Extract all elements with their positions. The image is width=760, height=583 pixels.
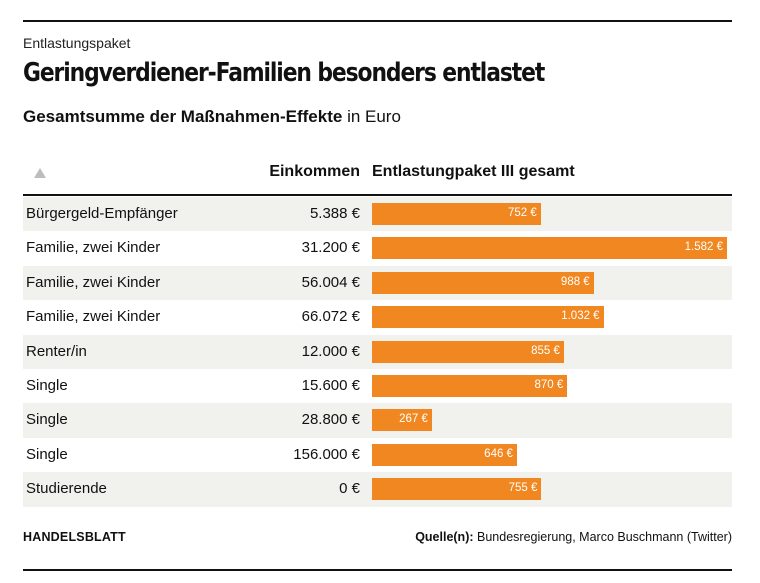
table-row: Single 28.800 € 267 € [23, 403, 732, 438]
row-label: Bürgergeld-Empfänger [26, 205, 178, 222]
bottom-rule [23, 569, 732, 571]
bar-track: 988 € [372, 271, 727, 294]
bar-track: 870 € [372, 374, 727, 397]
row-label: Studierende [26, 480, 107, 498]
subtitle-bold: Gesamtsumme der Maßnahmen-Effekte [23, 107, 343, 126]
row-income: 12.000 € [301, 342, 360, 360]
table-row: Familie, zwei Kinder 56.004 € 988 € [23, 265, 732, 301]
bar: 988 € [372, 271, 594, 294]
bar-track: 1.032 € [372, 306, 727, 329]
bar: 646 € [372, 443, 517, 466]
bar: 267 € [372, 409, 432, 432]
bar: 1.582 € [372, 237, 727, 260]
bar-value-label: 1.032 € [561, 310, 600, 323]
bar-value-label: 1.582 € [684, 241, 723, 254]
row-income: 28.800 € [301, 411, 360, 429]
bar: 855 € [372, 340, 564, 363]
table-row: Bürgergeld-Empfänger 5.388 € 752 € [23, 197, 732, 232]
top-rule [23, 20, 732, 22]
row-income: 5.388 € [309, 205, 360, 222]
chart-subtitle: Gesamtsumme der Maßnahmen-Effekte in Eur… [23, 107, 401, 127]
bar: 752 € [372, 203, 541, 225]
table-header: Einkommen Entlastungpaket III gesamt [23, 160, 732, 196]
row-label: Single [26, 445, 68, 463]
table-row: Single 15.600 € 870 € [23, 369, 732, 403]
table-body: Bürgergeld-Empfänger 5.388 € 752 € Familie,… [23, 197, 732, 507]
bar: 755 € [372, 478, 542, 501]
row-income: 15.600 € [301, 376, 360, 394]
row-label: Familie, zwei Kinder [26, 308, 161, 326]
bar-track: 1.582 € [372, 237, 727, 260]
bar-track: 267 € [372, 409, 727, 432]
row-income: 31.200 € [301, 239, 360, 257]
bar-track: 755 € [372, 478, 727, 501]
row-income: 56.004 € [301, 273, 360, 291]
row-label: Renter/in [26, 342, 87, 360]
bar: 870 € [372, 374, 568, 397]
bar: 1.032 € [372, 306, 604, 329]
bar-value-label: 988 € [560, 275, 590, 288]
brand-logo: HANDELSBLATT [23, 530, 126, 544]
row-label: Single [26, 411, 68, 429]
bar-track: 752 € [372, 203, 727, 225]
row-label: Single [26, 376, 68, 394]
source-text: Bundesregierung, Marco Buschmann (Twitte… [477, 530, 732, 544]
column-header-relief[interactable]: Entlastungpaket III gesamt [372, 163, 575, 180]
bar-value-label: 267 € [399, 413, 428, 426]
row-income: 156.000 € [293, 445, 360, 463]
table-row: Familie, zwei Kinder 66.072 € 1.032 € [23, 300, 732, 334]
bar-track: 855 € [372, 340, 727, 363]
kicker: Entlastungspaket [23, 35, 131, 51]
table-row: Renter/in 12.000 € 855 € [23, 334, 732, 369]
table-row: Single 156.000 € 646 € [23, 438, 732, 472]
sort-ascending-icon[interactable] [34, 168, 46, 178]
bar-value-label: 646 € [484, 447, 513, 460]
table-row: Studierende 0 € 755 € [23, 472, 732, 507]
bar-value-label: 752 € [507, 207, 537, 219]
bar-track: 646 € [372, 443, 727, 466]
source-note: Quelle(n): Bundesregierung, Marco Buschm… [415, 530, 732, 544]
chart-title: Geringverdiener-Familien besonders entla… [23, 58, 545, 88]
row-label: Familie, zwei Kinder [26, 239, 161, 257]
bar-value-label: 855 € [531, 344, 560, 357]
bar-value-label: 755 € [508, 482, 538, 495]
table-row: Familie, zwei Kinder 31.200 € 1.582 € [23, 231, 732, 265]
source-label: Quelle(n): [415, 530, 474, 544]
row-label: Familie, zwei Kinder [26, 273, 161, 291]
bar-value-label: 870 € [534, 378, 564, 391]
subtitle-unit: in Euro [347, 107, 401, 126]
row-income: 66.072 € [301, 308, 360, 326]
column-header-income[interactable]: Einkommen [269, 163, 360, 180]
row-income: 0 € [339, 480, 360, 498]
